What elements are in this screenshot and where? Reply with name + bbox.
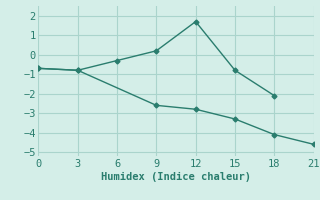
X-axis label: Humidex (Indice chaleur): Humidex (Indice chaleur) <box>101 172 251 182</box>
